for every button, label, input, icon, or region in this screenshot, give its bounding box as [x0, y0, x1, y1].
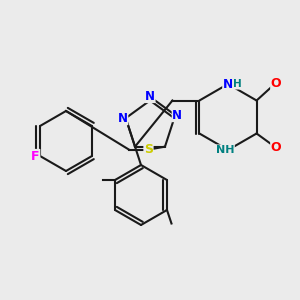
Text: N: N — [118, 112, 128, 124]
Text: S: S — [144, 143, 153, 156]
Text: H: H — [232, 79, 242, 89]
Text: N: N — [223, 77, 233, 91]
Text: F: F — [31, 149, 40, 163]
Text: O: O — [271, 76, 281, 90]
Text: N: N — [145, 89, 155, 103]
Text: O: O — [271, 140, 281, 154]
Text: NH: NH — [216, 145, 234, 155]
Text: N: N — [172, 109, 182, 122]
